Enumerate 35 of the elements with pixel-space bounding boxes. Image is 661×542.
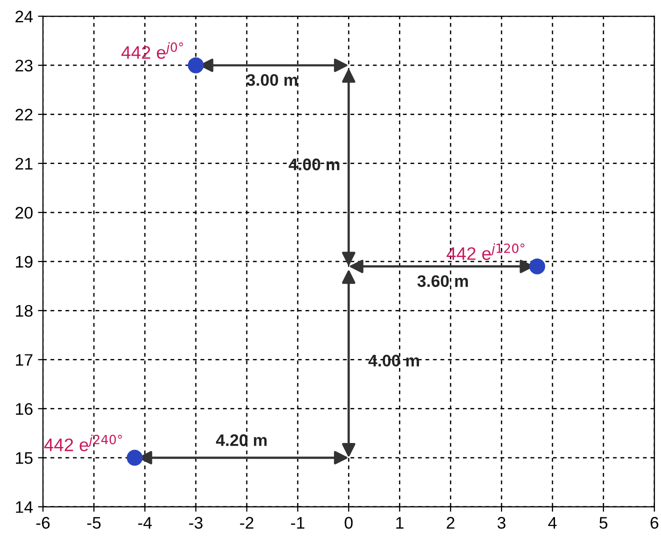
annotation: 442 e$^{j240°}$	[44, 434, 122, 452]
y-tick-label: 21	[16, 158, 32, 170]
x-tick-label: 4	[548, 517, 557, 529]
y-tick-label: 18	[16, 304, 33, 317]
annotation: 442 e$^{j120°}$	[446, 243, 524, 260]
annotation: 4.00 m	[368, 354, 419, 367]
x-tick-label: 1	[396, 517, 404, 529]
y-tick-label: 23	[16, 60, 33, 72]
y-tick-label: 14	[16, 501, 33, 513]
x-tick-label: -4	[138, 517, 152, 529]
x-tick-label: 3	[498, 516, 506, 529]
y-tick-label: 19	[16, 256, 32, 268]
x-tick-label: 2	[446, 516, 454, 529]
y-tick-label: 20	[16, 206, 33, 219]
point	[126, 450, 143, 466]
annotation: 442 e$^{j0°}$	[121, 42, 183, 59]
y-tick-label: 15	[16, 452, 33, 464]
y-tick-label: 24	[16, 10, 33, 22]
x-tick-label: -1	[291, 517, 304, 529]
annotation: 4.20 m	[216, 434, 267, 446]
x-tick-label: 5	[599, 517, 608, 529]
y-tick-label: 17	[16, 354, 32, 366]
y-tick-label: 16	[16, 403, 33, 415]
x-tick-label: -5	[87, 517, 101, 529]
annotation: 3.60 m	[417, 275, 468, 288]
annotation: 4.00 m	[288, 158, 340, 170]
x-tick-label: 6	[650, 516, 658, 529]
x-tick-label: -3	[189, 516, 202, 529]
point	[188, 57, 204, 74]
point	[529, 258, 546, 274]
y-tick-label: 22	[16, 108, 32, 120]
annotation: 3.00 m	[246, 74, 298, 86]
x-tick-label: -6	[36, 516, 50, 529]
x-tick-label: -2	[240, 516, 254, 529]
x-tick-label: 0	[344, 516, 353, 529]
